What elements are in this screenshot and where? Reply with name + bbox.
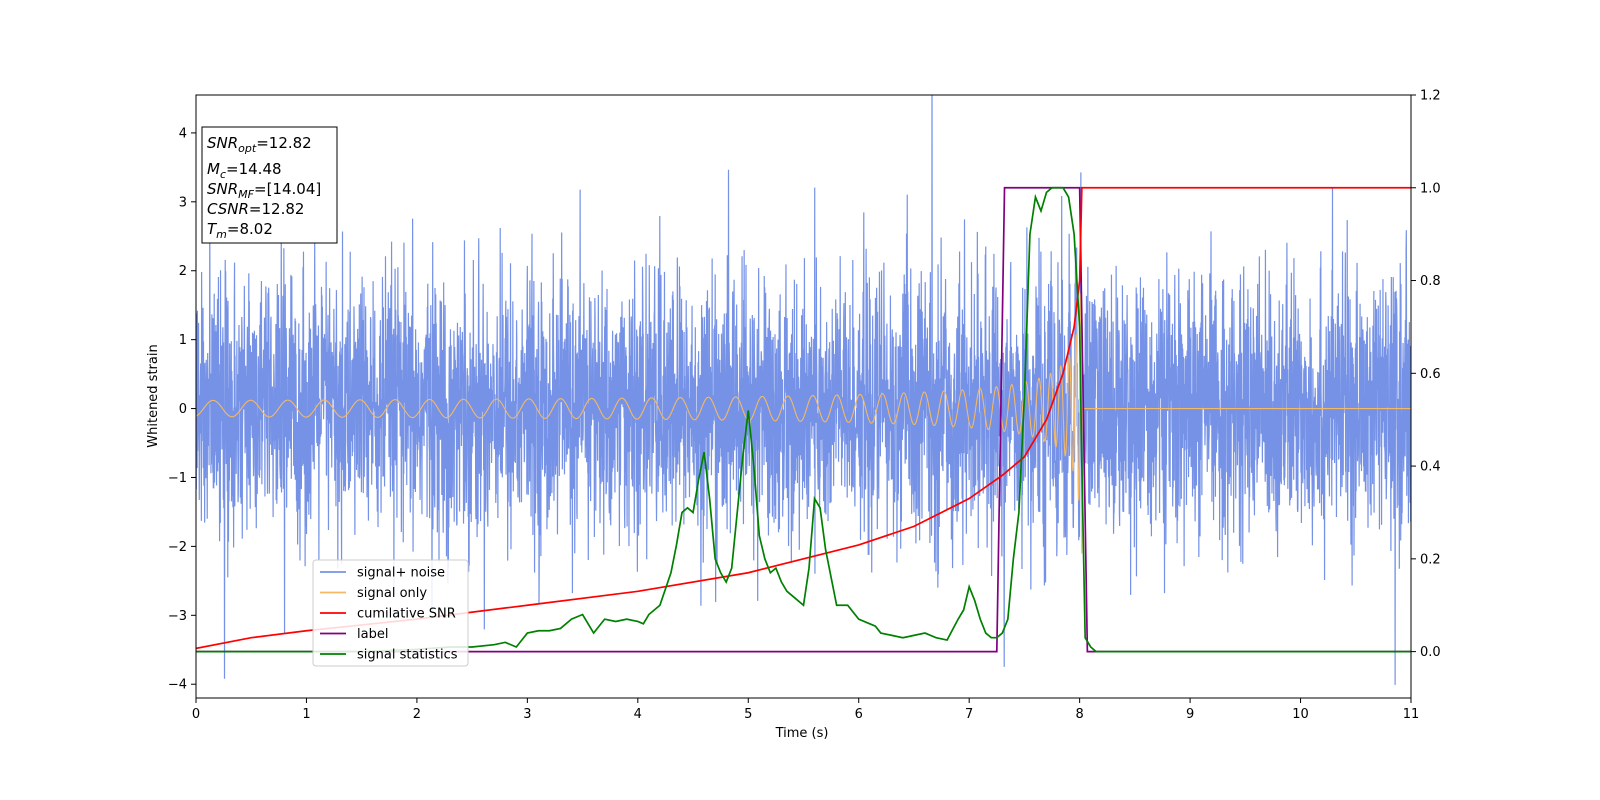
y-tick-label-1: −3 xyxy=(168,609,187,624)
legend-label-1: signal only xyxy=(357,586,427,601)
x-tick-label-6: 6 xyxy=(855,707,863,722)
legend-label-0: signal+ noise xyxy=(357,566,445,581)
y-tick-label-8: 4 xyxy=(179,126,187,141)
x-tick-label-8: 8 xyxy=(1075,707,1083,722)
y-tick-label-2: −2 xyxy=(168,540,187,555)
info-csnr: CSNR=12.82 xyxy=(207,200,304,218)
y-tick-label-0: −4 xyxy=(168,678,187,693)
y-tick-label-3: −1 xyxy=(168,471,187,486)
x-axis: 0 1 2 3 4 5 6 7 8 9 10 11 xyxy=(192,698,1419,722)
x-tick-label-3: 3 xyxy=(523,707,531,722)
info-snr-opt: SNRopt=12.82 xyxy=(207,134,312,155)
info-snr-mf: SNRMF=[14.04] xyxy=(207,180,321,201)
plot-frame xyxy=(195,94,1412,699)
y-tick-label-5: 1 xyxy=(179,333,187,348)
legend: signal+ noise signal only cumilative SNR la… xyxy=(312,559,469,667)
x-tick-label-0: 0 xyxy=(192,707,200,722)
legend-label-2: cumilative SNR xyxy=(357,607,456,622)
x-axis-label: Time (s) xyxy=(775,726,829,741)
x-tick-label-10: 10 xyxy=(1292,707,1309,722)
x-tick-label-4: 4 xyxy=(634,707,642,722)
series-signal-statistics xyxy=(196,186,1411,653)
y2-tick-label-0: 0.0 xyxy=(1420,645,1441,660)
y-tick-label-7: 3 xyxy=(179,195,187,210)
x-tick-label-11: 11 xyxy=(1403,707,1420,722)
y2-tick-label-1: 0.2 xyxy=(1420,552,1441,567)
x-tick-label-1: 1 xyxy=(302,707,310,722)
legend-label-3: label xyxy=(357,627,388,642)
y-axis-left: −4 −3 −2 −1 0 1 2 3 4 xyxy=(168,126,196,693)
y-tick-label-6: 2 xyxy=(179,264,187,279)
x-tick-label-9: 9 xyxy=(1186,707,1194,722)
info-mc: Mc=14.48 xyxy=(207,160,282,181)
y-tick-label-4: 0 xyxy=(179,402,187,417)
x-tick-label-7: 7 xyxy=(965,707,973,722)
y2-tick-label-3: 0.6 xyxy=(1420,367,1441,382)
legend-label-4: signal statistics xyxy=(357,648,458,663)
x-tick-label-2: 2 xyxy=(413,707,421,722)
series-signal-noise xyxy=(196,95,1411,685)
y2-tick-label-4: 0.8 xyxy=(1420,274,1441,289)
y2-tick-label-6: 1.2 xyxy=(1420,89,1441,104)
series-signal-only xyxy=(196,293,1411,554)
y-axis-right: 0.0 0.2 0.4 0.6 0.8 1.0 1.2 xyxy=(1411,89,1441,660)
y-axis-label: Whitened strain xyxy=(146,344,161,447)
info-tm: Tm=8.02 xyxy=(207,220,273,241)
y2-tick-label-5: 1.0 xyxy=(1420,181,1441,196)
y2-tick-label-2: 0.4 xyxy=(1420,460,1441,475)
info-box: SNRopt=12.82 Mc=14.48 SNRMF=[14.04] CSNR… xyxy=(201,126,338,244)
x-tick-label-5: 5 xyxy=(744,707,752,722)
